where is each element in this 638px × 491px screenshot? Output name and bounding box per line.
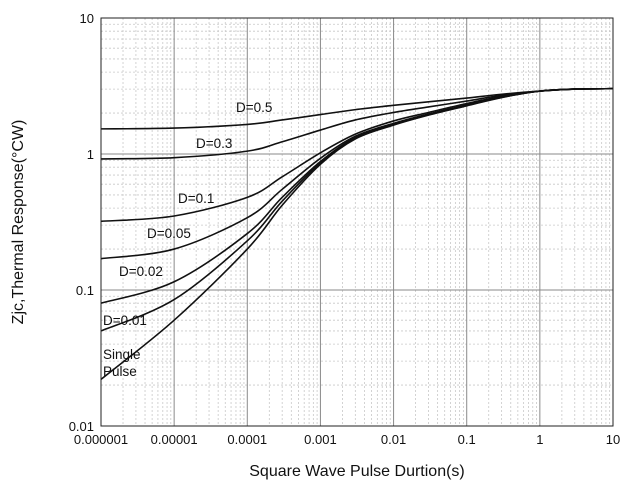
x-tick-label: 0.0001 [227, 432, 267, 447]
curve-6 [100, 87, 614, 381]
y-tick-labels: 0.01 0.1 1 10 [69, 11, 94, 434]
x-axis-title: Square Wave Pulse Durtion(s) [249, 463, 465, 480]
y-tick-label: 10 [80, 11, 94, 26]
x-tick-label: 0.001 [304, 432, 337, 447]
y-tick-label: 0.1 [76, 283, 94, 298]
x-tick-label: 0.00001 [151, 432, 198, 447]
curve-label-line: Single [103, 347, 141, 362]
x-tick-label: 0.1 [458, 432, 476, 447]
curves [100, 87, 614, 381]
x-tick-label: 0.000001 [74, 432, 128, 447]
major-grid [101, 18, 613, 426]
minor-grid [101, 18, 613, 426]
curve-label-0: D=0.5 [236, 100, 272, 115]
x-tick-label: 10 [606, 432, 620, 447]
curve-label-line: Pulse [103, 364, 137, 379]
y-tick-label: 1 [87, 147, 94, 162]
x-tick-label: 1 [536, 432, 543, 447]
curve-label-5: D=0.01 [103, 313, 147, 328]
curve-label-1: D=0.3 [196, 136, 232, 151]
curve-labels: D=0.5 D=0.3 D=0.1 D=0.05 D=0.02 D=0.01 Single P… [103, 100, 272, 379]
curve-label-4: D=0.02 [119, 264, 163, 279]
plot-frame [100, 17, 614, 427]
y-axis-title: Zjc,Thermal Response(°CW) [10, 120, 27, 325]
curve-label-6: Single Pulse [103, 347, 141, 379]
y-tick-label: 0.01 [69, 419, 94, 434]
x-tick-label: 0.01 [381, 432, 406, 447]
x-tick-labels: 0.000001 0.00001 0.0001 0.001 0.01 0.1 1 10 [74, 432, 620, 447]
curve-label-3: D=0.05 [147, 226, 191, 241]
curve-label-2: D=0.1 [178, 191, 214, 206]
